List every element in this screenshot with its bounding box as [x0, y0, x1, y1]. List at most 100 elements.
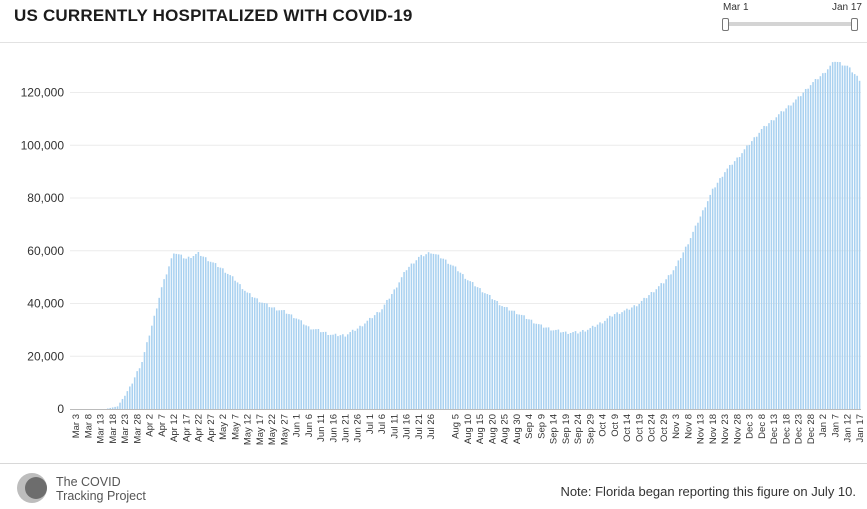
bar [804, 88, 807, 409]
bar [327, 335, 329, 409]
x-tick-label: Mar 18 [108, 414, 119, 444]
bar [410, 263, 413, 409]
bar [143, 352, 146, 409]
x-tick-label: Jul 6 [377, 414, 388, 434]
range-track[interactable] [725, 22, 855, 26]
brand-line-2: Tracking Project [56, 489, 146, 503]
bar [322, 332, 325, 409]
x-tick-label: Dec 18 [781, 414, 792, 444]
bar [386, 299, 388, 409]
bar [486, 294, 489, 409]
date-range-slider[interactable]: Mar 1 Jan 17 [718, 0, 862, 34]
bar [381, 309, 383, 409]
bar [133, 377, 136, 409]
bar [398, 282, 400, 409]
y-tick-label: 40,000 [27, 297, 64, 311]
bar [672, 270, 675, 409]
y-tick-label: 100,000 [21, 138, 65, 152]
bar [533, 323, 535, 409]
bar [780, 111, 782, 410]
bar [479, 288, 481, 409]
bar [609, 315, 611, 409]
x-tick-label: Mar 28 [132, 414, 143, 444]
bar [643, 297, 645, 409]
bar [648, 295, 650, 409]
bar [846, 65, 849, 410]
x-tick-label: Jun 6 [304, 414, 315, 437]
x-tick-label: Apr 17 [181, 414, 192, 442]
x-tick-label: Dec 28 [806, 414, 817, 444]
bar [163, 279, 165, 409]
bar [395, 287, 398, 409]
bar [342, 334, 344, 409]
y-tick-label: 0 [57, 402, 64, 416]
bar [660, 283, 662, 409]
bar [574, 331, 577, 409]
x-tick-label: Jul 21 [414, 414, 425, 439]
bar [618, 313, 621, 409]
bar [836, 61, 839, 409]
bar [684, 246, 687, 409]
bar [249, 293, 251, 409]
bar [594, 326, 596, 409]
bar [853, 74, 856, 409]
bar [114, 406, 116, 409]
bar [435, 254, 437, 409]
bar [474, 286, 476, 409]
bar [432, 253, 435, 409]
bar [763, 125, 765, 409]
bar [447, 263, 449, 409]
bar [655, 289, 658, 409]
x-tick-label: Aug 5 [451, 414, 462, 439]
bar [599, 322, 601, 409]
x-tick-label: Aug 20 [487, 414, 498, 444]
range-end-handle[interactable] [851, 18, 858, 31]
bar [525, 318, 528, 409]
bar [849, 67, 851, 410]
bar [444, 259, 447, 409]
bar [841, 65, 844, 409]
bar [582, 329, 584, 409]
bar [146, 342, 148, 409]
x-tick-label: Aug 15 [475, 414, 486, 444]
bar [562, 332, 565, 409]
bar [741, 153, 743, 409]
x-tick-label: Jan 7 [830, 414, 841, 437]
bar [560, 332, 562, 409]
bar [241, 289, 244, 409]
bar [807, 88, 809, 410]
bar [209, 261, 212, 409]
bar [158, 297, 160, 409]
range-start-handle[interactable] [722, 18, 729, 31]
bar [185, 258, 187, 409]
bar [542, 327, 545, 409]
bar [462, 274, 464, 409]
bar [758, 132, 760, 409]
bar [631, 307, 633, 409]
x-tick-label: May 7 [230, 414, 241, 440]
bar [405, 270, 408, 409]
header-divider [0, 42, 867, 43]
bar [234, 280, 236, 409]
bar [550, 330, 552, 409]
bar [795, 99, 797, 410]
bar [675, 266, 677, 409]
bar [706, 201, 709, 409]
bar [170, 258, 173, 409]
bar [464, 278, 467, 409]
bar [116, 406, 119, 409]
bar [378, 312, 381, 409]
bar [354, 330, 356, 409]
bar [437, 254, 440, 409]
bar [307, 326, 310, 409]
bar [638, 303, 640, 409]
bar [785, 108, 787, 409]
bar [469, 281, 471, 409]
bar [797, 96, 800, 409]
bar [400, 277, 403, 409]
bar [298, 319, 300, 409]
bar [349, 332, 351, 409]
x-tick-label: Mar 23 [120, 414, 131, 444]
bar [508, 310, 511, 409]
x-tick-label: Jul 26 [426, 414, 437, 439]
